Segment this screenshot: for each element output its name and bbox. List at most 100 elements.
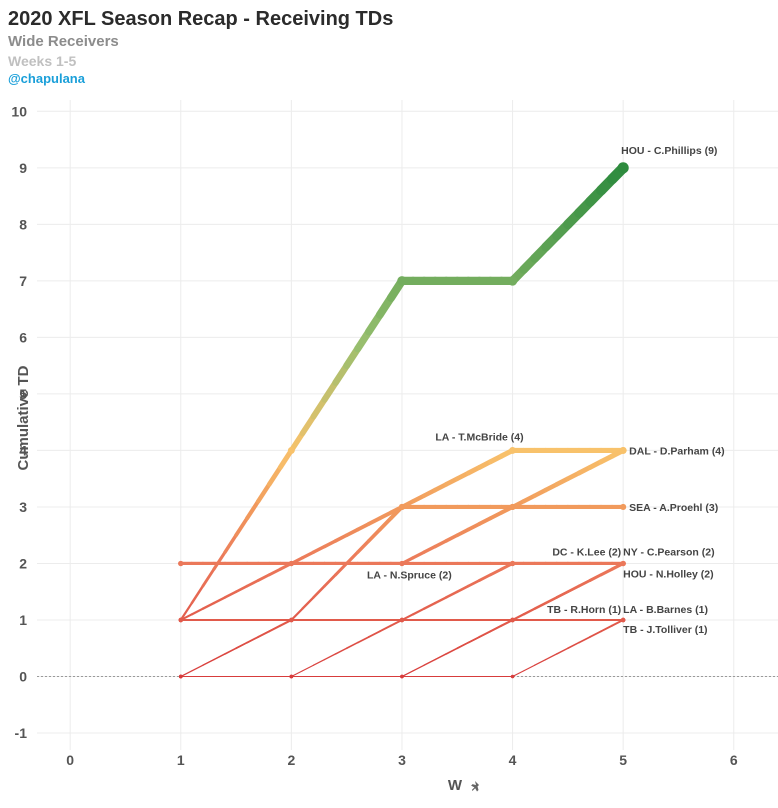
y-tick-label: 9 [19,160,27,176]
series-segment [600,624,614,633]
data-point[interactable] [617,162,629,174]
x-tick-label: 4 [509,752,517,768]
series-segment [589,630,602,638]
series-lines [179,162,629,678]
series-end-label: HOU - N.Holley (2) [623,568,713,580]
series-segment [268,624,282,633]
data-point[interactable] [507,276,518,286]
series-segment [212,550,227,571]
data-point[interactable] [288,560,295,567]
data-point[interactable] [619,446,627,454]
series-segment [223,533,238,554]
series-segment [267,567,282,577]
series-segment [489,624,503,633]
series-points [178,162,629,679]
data-point[interactable] [510,617,515,623]
data-point[interactable] [509,446,517,454]
series-segment [422,544,437,554]
series-segment [423,658,436,666]
series-segment [445,647,459,655]
chart-subtitle: Wide Receivers [8,33,119,50]
series-segment [312,584,326,599]
series-segment [477,573,492,582]
y-tick-label: 5 [19,386,27,402]
series-segment [312,658,326,666]
series-segment [466,579,481,588]
chart-header: 2020 XFL Season Recap - Receiving TDs Wi… [8,6,393,88]
pin-icon[interactable] [471,781,479,792]
series-segment [467,636,481,644]
data-point[interactable] [509,503,516,511]
series-segment [444,533,460,543]
series-segment [234,584,249,594]
series-segment [245,579,260,588]
series-segment [345,550,360,566]
series-segment [377,516,393,532]
series-segment [578,636,591,644]
series-segment [378,624,392,633]
data-point[interactable] [399,617,405,623]
data-point[interactable] [289,617,294,623]
data-point[interactable] [397,276,407,286]
series-segment [433,539,448,549]
x-tick-label: 3 [398,752,406,768]
series-segment [190,584,205,605]
y-axis-title: Cumulative TD [15,365,32,470]
y-tick-label: 10 [11,103,27,119]
series-end-label: LA - B.Barnes (1) [623,604,708,616]
y-tick-label: 0 [19,669,27,685]
data-point[interactable] [620,560,626,567]
series-segment [323,653,337,661]
series-segment [522,607,536,616]
series-segment [213,653,226,661]
series-end-label: TB - R.Horn (1) [547,604,621,616]
series-segment [366,527,382,543]
series-segment [234,516,250,538]
series-segment [455,584,470,594]
y-tick-label: 7 [19,273,27,289]
series-segment [377,510,393,521]
series-end-label: NY - C.Pearson (2) [623,546,714,558]
author-handle[interactable]: @chapulana [8,71,85,86]
x-tick-label: 5 [619,752,627,768]
data-point[interactable] [398,503,406,511]
series-segment [290,607,304,622]
series-end-label: SEA - A.Proehl (3) [629,502,718,514]
series-segment [401,670,414,678]
series-segment [411,607,426,616]
series-segment [545,653,558,661]
y-tick-label: 1 [19,612,27,628]
series-segment [255,482,272,504]
data-point[interactable] [620,503,627,511]
data-point[interactable] [287,446,295,454]
series-segment [567,641,580,650]
data-point[interactable] [510,674,515,679]
y-tick-label: 2 [19,555,27,571]
series-segment [235,641,248,650]
data-point[interactable] [178,617,183,623]
series-segment [367,630,381,638]
series-end-label: DAL - D.Parham (4) [629,445,725,457]
series-segment [201,567,216,588]
data-point[interactable] [178,674,183,679]
series-segment [212,596,227,605]
data-point[interactable] [400,674,404,679]
series-end-label: LA - N.Spruce (2) [367,569,452,581]
series-segment [333,533,349,543]
series-segment [311,544,327,554]
series-segment [555,590,570,599]
data-point[interactable] [178,560,184,567]
data-point[interactable] [509,560,516,567]
x-tick-label: 2 [287,752,295,768]
series-segment [202,658,215,666]
series-segment [310,396,328,420]
series-segment [523,664,536,672]
series-segment [488,510,504,521]
data-point[interactable] [399,560,405,567]
series-segment [322,539,338,549]
series-segment [455,527,471,538]
y-tick-label: 3 [19,499,27,515]
data-point[interactable] [289,674,294,679]
data-point[interactable] [620,617,626,623]
